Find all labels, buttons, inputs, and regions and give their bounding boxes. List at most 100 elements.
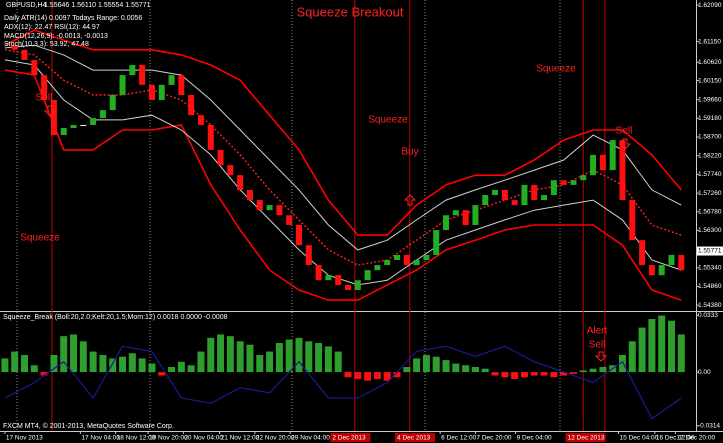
band <box>4 29 682 236</box>
candle <box>541 195 548 201</box>
x-tick-label: 17 Dec 20:00 <box>676 435 715 442</box>
histogram-bar <box>413 358 421 373</box>
y-tick-label: 1.55340 <box>698 265 722 272</box>
histogram-bar <box>520 372 528 378</box>
histogram-bar <box>432 356 440 373</box>
band <box>4 59 682 286</box>
histogram-bar <box>197 351 205 373</box>
candle <box>109 94 116 111</box>
histogram-bar <box>226 336 234 373</box>
y-tick-label: 1.60620 <box>698 59 722 66</box>
up-arrow <box>403 194 417 206</box>
candle <box>305 245 312 266</box>
candle <box>648 265 655 276</box>
histogram-bar <box>393 372 401 378</box>
histogram-bar <box>70 334 78 373</box>
histogram-bar <box>295 337 303 373</box>
x-tick-label: 16 Dec 12:00 <box>656 435 695 442</box>
histogram-bar <box>579 370 587 373</box>
x-tick-marker <box>395 433 436 442</box>
candle <box>80 124 87 126</box>
candle <box>237 175 244 190</box>
histogram-bar <box>177 361 185 373</box>
histogram-bar <box>628 341 636 373</box>
down-arrow <box>43 105 57 117</box>
quote: 1.55646 1.56110 1.55554 1.55771 <box>44 2 151 9</box>
x-tick-label: 21 Nov 12:00 <box>221 435 260 442</box>
candle <box>256 200 263 211</box>
histogram-bar <box>540 372 548 376</box>
annotation: Buy <box>401 147 418 158</box>
candle <box>560 180 567 185</box>
candle <box>374 265 381 271</box>
candle <box>658 265 665 276</box>
histogram-bar <box>158 372 166 376</box>
histogram-bar <box>403 366 411 373</box>
candle <box>433 230 440 255</box>
candle <box>21 49 28 60</box>
candle <box>384 260 391 266</box>
candle <box>266 205 273 211</box>
histogram-bar <box>148 363 156 373</box>
histogram-bar <box>187 365 195 373</box>
candle <box>452 210 459 216</box>
candle <box>609 140 616 171</box>
candle <box>50 100 57 136</box>
histogram-bar <box>471 366 479 373</box>
histogram-bar <box>452 363 460 373</box>
histogram-bar <box>589 368 597 373</box>
y-tick-label: -0.0314 <box>698 423 720 430</box>
histogram-bar <box>344 372 352 378</box>
annotation: Squeeze <box>368 115 408 126</box>
histogram-bar <box>60 336 68 373</box>
candle <box>668 254 675 266</box>
candle <box>227 165 234 176</box>
candle <box>580 175 587 181</box>
x-tick-label: 22 Nov 20:00 <box>256 435 295 442</box>
candle <box>325 275 332 281</box>
candle <box>148 84 155 101</box>
histogram-bar <box>305 341 313 373</box>
histogram-bar <box>89 351 97 373</box>
info-line: Stoch(10,3,3): 53.92, 47.48 <box>4 41 89 48</box>
histogram-bar <box>315 342 323 373</box>
y-tick-label: 0.0333 <box>698 312 718 319</box>
x-tick-label: 4 Dec 2013 <box>397 435 431 442</box>
histogram-bar <box>217 334 225 373</box>
x-tick-label: 19 Nov 20:00 <box>149 435 188 442</box>
y-tick-label: 1.62090 <box>698 2 722 9</box>
histogram-bar <box>530 372 538 376</box>
x-tick-label: 17 Nov 04:00 <box>81 435 120 442</box>
band <box>4 69 682 301</box>
histogram-bar <box>40 372 48 376</box>
candle <box>246 189 253 201</box>
histogram-bar <box>79 341 87 373</box>
histogram-bar <box>334 351 342 373</box>
candle <box>492 189 499 196</box>
candle <box>403 254 410 266</box>
histogram-bar <box>677 334 685 373</box>
candle <box>443 215 450 231</box>
candle <box>188 94 195 116</box>
x-tick-label: 18 Nov 12:00 <box>117 435 156 442</box>
down-arrow <box>594 351 608 362</box>
candle <box>217 149 224 166</box>
candle <box>364 270 371 281</box>
candle <box>99 110 106 118</box>
symbol: GBPUSD,H4 <box>6 2 47 9</box>
histogram-bar <box>501 372 509 378</box>
histogram-bar <box>599 366 607 373</box>
footer: FXCM MT4, © 2001-2013, MetaQuotes Softwa… <box>3 422 174 430</box>
y-tick-label: 1.58220 <box>698 152 722 159</box>
histogram-bar <box>550 372 558 378</box>
y-tick-label: 1.60150 <box>698 77 722 84</box>
histogram-bar <box>1 358 9 373</box>
candle <box>41 75 48 101</box>
last-price-label: 1.55771 <box>698 248 722 255</box>
annotation: Squeeze Breakout <box>297 4 404 19</box>
histogram-bar <box>658 315 666 373</box>
candle <box>619 140 626 201</box>
candle <box>511 200 518 206</box>
y-tick-label: 0.00 <box>698 369 711 376</box>
